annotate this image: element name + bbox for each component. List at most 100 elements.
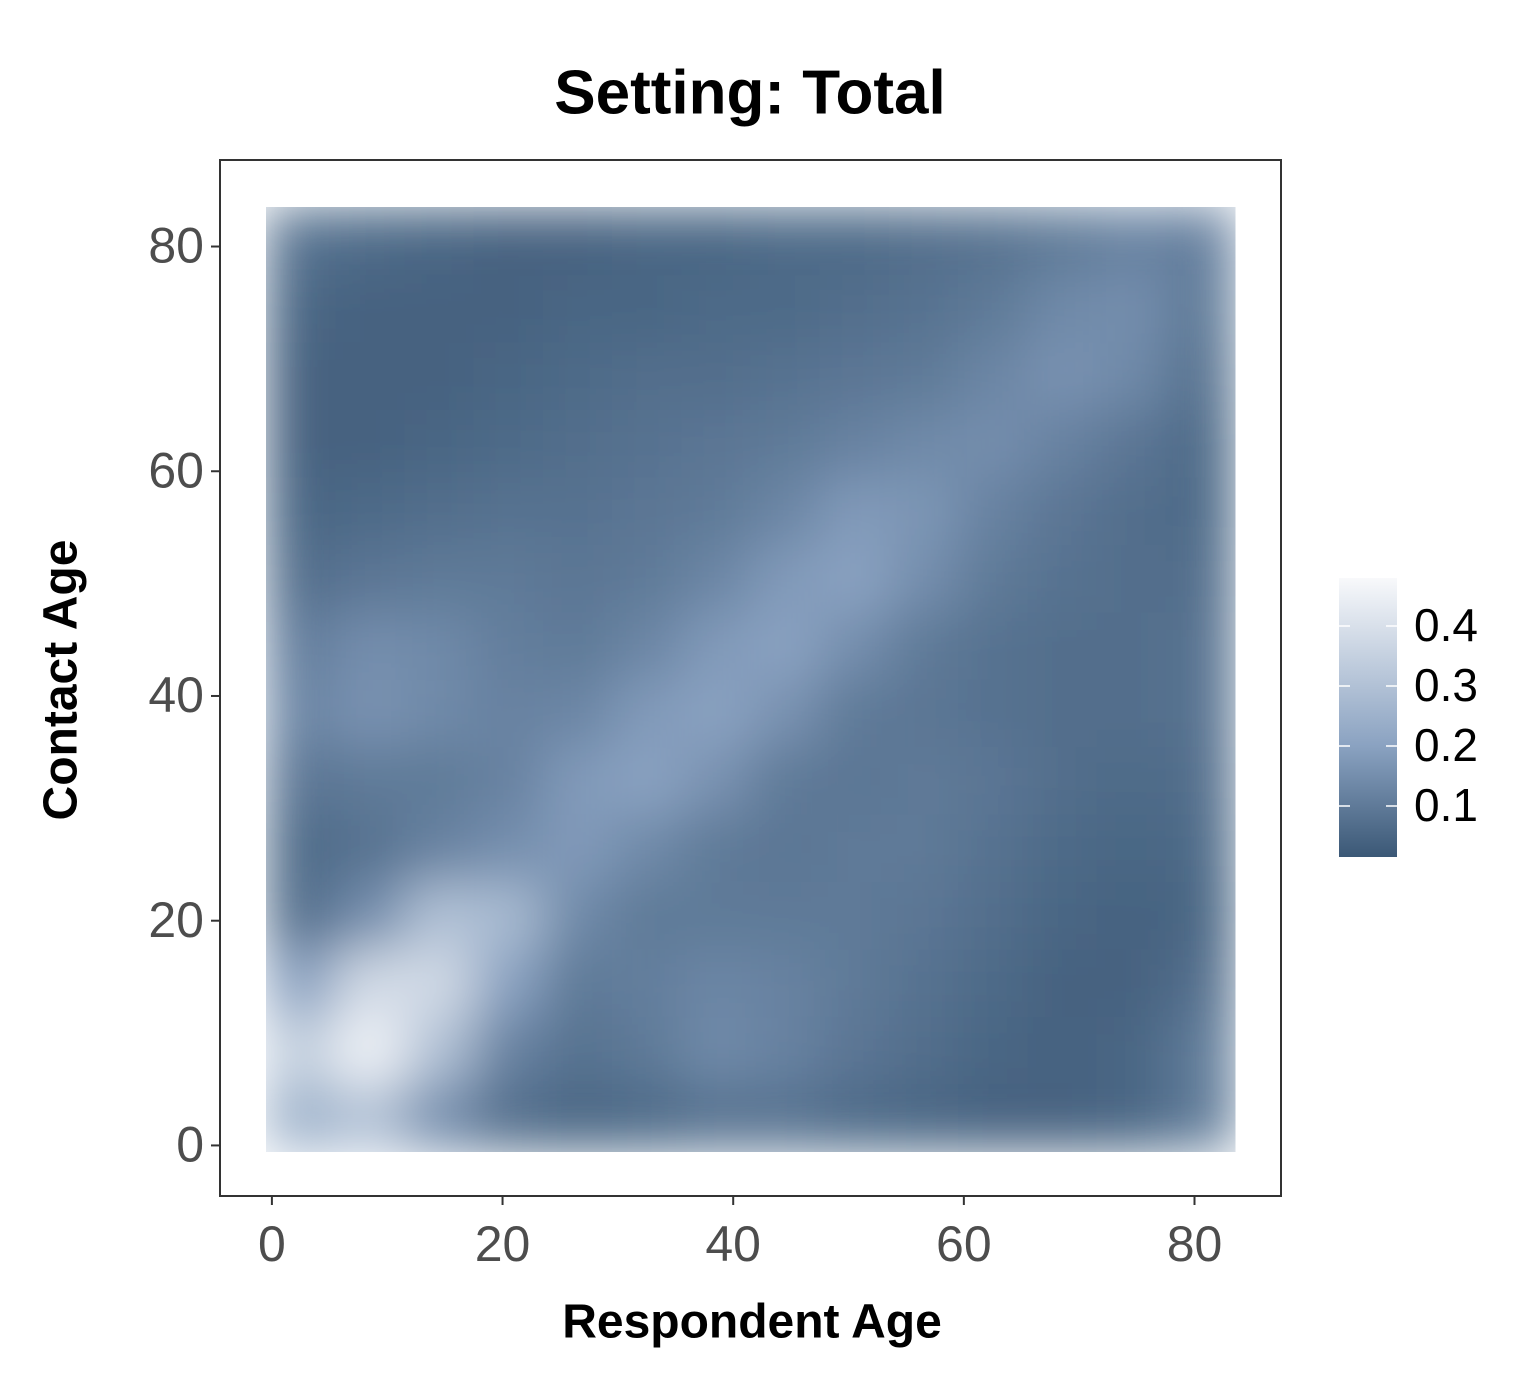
heat-cell — [1096, 679, 1167, 748]
heat-cell — [750, 1083, 821, 1152]
heat-cell — [819, 679, 890, 748]
heat-cell — [473, 207, 544, 276]
heat-cell — [750, 611, 821, 680]
heat-cell — [1027, 746, 1098, 815]
heat-cell — [266, 881, 336, 950]
heat-cell — [335, 1016, 406, 1085]
heat-cell — [266, 679, 336, 748]
heat-cell — [473, 746, 544, 815]
heat-cell — [473, 881, 544, 950]
heat-cell — [681, 544, 752, 613]
heat-cell — [888, 1083, 959, 1152]
heat-cell — [888, 881, 959, 950]
heat-cell — [819, 207, 890, 276]
heat-cell — [819, 544, 890, 613]
heat-cell — [473, 948, 544, 1017]
heat-cell — [404, 679, 475, 748]
heat-cell — [681, 342, 752, 411]
heat-cell — [888, 948, 959, 1017]
heat-cell — [1165, 881, 1236, 950]
y-tick-label: 80 — [148, 218, 204, 274]
heat-cell — [819, 1083, 890, 1152]
heat-cell — [542, 1083, 613, 1152]
heat-cell — [958, 746, 1028, 815]
heat-cell — [542, 948, 613, 1017]
heat-cell — [404, 476, 475, 545]
heat-cell — [819, 813, 890, 882]
heat-cell — [335, 476, 406, 545]
heat-cell — [888, 342, 959, 411]
heat-cell — [1165, 813, 1236, 882]
heat-cell — [1027, 813, 1098, 882]
heat-cell — [750, 1016, 821, 1085]
heat-cell — [473, 813, 544, 882]
heat-cell — [335, 409, 406, 478]
heat-cell — [819, 409, 890, 478]
heat-cell — [819, 342, 890, 411]
heat-cell — [542, 746, 613, 815]
heat-cell — [266, 476, 336, 545]
heat-cell — [1096, 476, 1167, 545]
heat-cell — [612, 948, 682, 1017]
heat-cell — [266, 409, 336, 478]
heat-cell — [266, 1083, 336, 1152]
x-tick-label: 40 — [705, 1216, 761, 1272]
heat-cell — [404, 611, 475, 680]
y-tick-label: 40 — [148, 667, 204, 723]
axes: 0 20 40 60 80 0 20 40 60 80 — [148, 218, 1222, 1272]
heat-cell — [750, 881, 821, 950]
heat-cell — [335, 544, 406, 613]
heat-cell — [473, 342, 544, 411]
heat-cell — [1027, 409, 1098, 478]
heat-cell — [681, 813, 752, 882]
heat-cell — [1027, 544, 1098, 613]
heat-cell — [1096, 881, 1167, 950]
heat-cell — [542, 274, 613, 343]
heat-cell — [681, 611, 752, 680]
heat-cell — [819, 274, 890, 343]
heat-cell — [958, 881, 1028, 950]
heat-cell — [750, 679, 821, 748]
colorbar — [1339, 578, 1397, 857]
heat-cell — [1027, 881, 1098, 950]
heat-cell — [612, 207, 682, 276]
heat-cell — [750, 409, 821, 478]
x-tick-label: 0 — [258, 1216, 286, 1272]
heat-cell — [819, 476, 890, 545]
x-tick-label: 60 — [936, 1216, 992, 1272]
heat-cell — [958, 1083, 1028, 1152]
heat-cell — [958, 342, 1028, 411]
heat-cell — [404, 1016, 475, 1085]
heat-cell — [958, 207, 1028, 276]
heat-cell — [958, 409, 1028, 478]
heat-cell — [888, 544, 959, 613]
heat-cell — [750, 476, 821, 545]
heat-cell — [1165, 476, 1236, 545]
heat-cell — [888, 409, 959, 478]
heat-cell — [612, 274, 682, 343]
heat-cell — [335, 274, 406, 343]
heat-cell — [1165, 746, 1236, 815]
heat-cell — [473, 611, 544, 680]
heat-cell — [888, 611, 959, 680]
heat-cell — [1027, 476, 1098, 545]
heat-cell — [335, 881, 406, 950]
y-tick-label: 60 — [148, 442, 204, 498]
heat-cell — [681, 679, 752, 748]
heat-cell — [1096, 342, 1167, 411]
heat-cell — [612, 679, 682, 748]
heat-cell — [1165, 611, 1236, 680]
heat-cell — [404, 746, 475, 815]
heat-cell — [888, 813, 959, 882]
heat-cell — [888, 207, 959, 276]
heat-cell — [473, 679, 544, 748]
heat-cell — [612, 342, 682, 411]
heat-cell — [750, 207, 821, 276]
heat-cell — [958, 476, 1028, 545]
heat-cell — [1096, 274, 1167, 343]
heat-cell — [1027, 1016, 1098, 1085]
heat-cell — [266, 342, 336, 411]
heat-cell — [1027, 1083, 1098, 1152]
heat-cell — [542, 476, 613, 545]
heat-cell — [681, 274, 752, 343]
